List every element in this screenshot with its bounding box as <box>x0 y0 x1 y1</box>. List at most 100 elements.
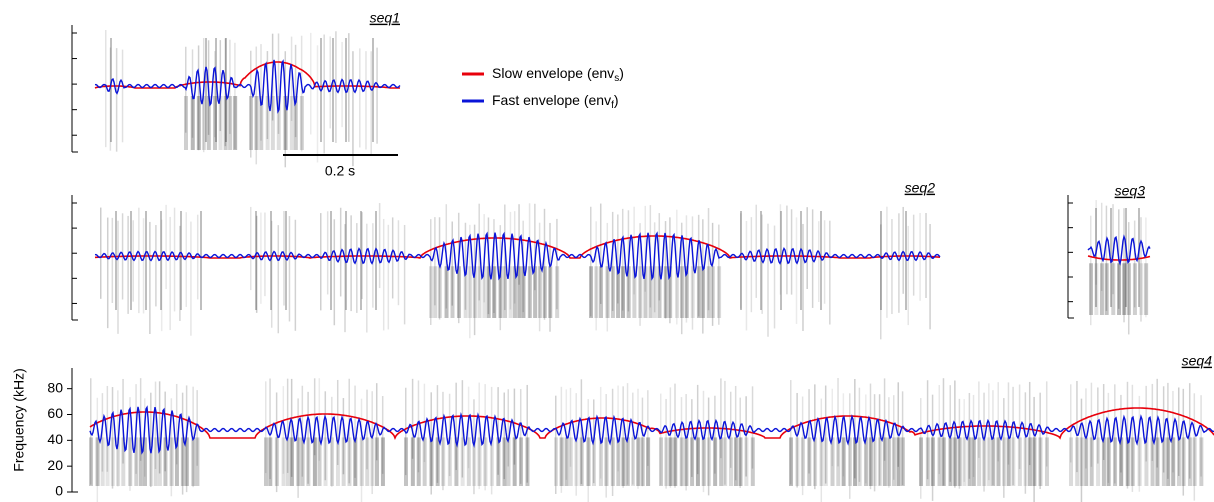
spectrogram-streak <box>837 378 839 467</box>
spectrogram-band <box>675 266 680 318</box>
spectrogram-band <box>527 266 532 318</box>
spectrogram-band <box>492 266 497 318</box>
spectrogram-band <box>1126 263 1131 315</box>
spectrogram-band <box>259 96 264 150</box>
spectrogram-streak <box>360 398 363 502</box>
spectrogram-band <box>153 437 158 486</box>
spectrogram-band <box>468 266 473 318</box>
spectrogram-band <box>1084 437 1089 486</box>
spectrogram-click <box>255 211 257 310</box>
spectrogram-band <box>506 437 511 486</box>
spectrogram-band <box>991 437 996 486</box>
spectrogram-band <box>648 266 653 318</box>
spectrogram-streak <box>555 395 557 494</box>
spectrogram-band <box>508 266 513 318</box>
spectrogram-streak <box>1003 398 1005 498</box>
spectrogram-streak <box>138 207 140 314</box>
spectrogram-band <box>1044 437 1049 486</box>
slow-envelope <box>89 407 1214 441</box>
spectrogram-band <box>1181 437 1186 486</box>
spectrogram-band <box>521 266 526 318</box>
spectrogram-band <box>652 266 657 318</box>
spectrogram-streak <box>417 380 420 473</box>
spectrogram-streak <box>175 383 178 465</box>
spectrogram-streak <box>891 219 893 315</box>
spectrogram-band <box>872 437 877 486</box>
spectrogram-band <box>312 437 317 486</box>
spectrogram-streak <box>1138 395 1141 492</box>
spectrogram-band <box>877 437 882 486</box>
spectrogram-streak <box>590 206 592 317</box>
spectrogram-streak <box>626 383 629 485</box>
spectrogram-band <box>149 437 154 486</box>
spectrogram-streak <box>1090 215 1092 326</box>
spectrogram-streak <box>724 380 726 485</box>
spectrogram-streak <box>702 390 705 493</box>
spectrogram-band <box>659 437 663 486</box>
spectrogram-streak <box>587 399 589 502</box>
spectrogram-band <box>750 437 755 486</box>
spectrogram-band <box>486 266 491 318</box>
panel-label: seq3 <box>1115 183 1146 199</box>
spectrogram-streak <box>1095 200 1097 285</box>
spectrogram-streak <box>697 214 700 317</box>
spectrogram-band <box>444 266 449 318</box>
spectrogram-streak <box>464 222 467 310</box>
spectrogram-band <box>848 437 853 486</box>
spectrogram-band <box>276 96 281 150</box>
spectrogram-band <box>1137 437 1142 486</box>
spectrogram-streak <box>931 394 934 501</box>
axes: 0 20 40 60 80 <box>47 25 1074 499</box>
spectrogram-streak <box>801 396 804 496</box>
spectrogram-streak <box>580 379 583 484</box>
spectrogram-band <box>100 437 105 486</box>
spectrogram-streak <box>342 398 345 475</box>
spectrogram-streak <box>1140 217 1142 322</box>
spectrogram-streak <box>818 221 820 303</box>
spectrogram-streak <box>611 388 614 497</box>
spectrogram-band <box>184 437 189 486</box>
spectrogram-streak <box>644 205 646 292</box>
spectrogram-band <box>512 266 517 318</box>
spectrogram-band <box>987 437 992 486</box>
spectrogram-streak <box>165 204 167 290</box>
spectrogram-band <box>450 266 455 318</box>
spectrogram-streak <box>519 389 522 484</box>
spectrogram-band <box>853 437 858 486</box>
spectrogram-streak <box>1123 208 1125 323</box>
spectrogram-streak <box>528 203 531 319</box>
spectrogram-streak <box>880 224 882 340</box>
legend-subscript: s <box>614 73 619 84</box>
spectrogram-streak <box>1177 387 1180 476</box>
spectrogram-click <box>740 211 742 310</box>
spectrogram-streak <box>1012 386 1014 486</box>
spectrogram-streak <box>820 398 823 502</box>
spectrogram-band <box>574 437 579 486</box>
spectrogram-streak <box>100 207 102 299</box>
spectrogram-streak <box>897 382 900 467</box>
spectrogram-streak <box>755 204 757 298</box>
spectrogram-streak <box>1200 395 1202 477</box>
panel-label: seq2 <box>905 180 936 196</box>
spectrogram-streak <box>497 387 499 475</box>
spectrogram-band <box>293 96 298 150</box>
spectrogram-band <box>517 266 522 318</box>
spectrogram-streak <box>365 51 367 150</box>
spectrogram-streak <box>886 206 888 318</box>
spectrogram-streak <box>504 204 506 311</box>
spectrogram-streak <box>920 398 922 499</box>
spectrogram-band <box>335 437 340 486</box>
spectrogram-band <box>706 266 711 318</box>
spectrogram-band <box>1002 437 1007 486</box>
spectrogram-streak <box>926 380 929 480</box>
spectrogram-band <box>489 437 494 486</box>
spectrogram-band <box>1111 263 1116 315</box>
spectrogram-streak <box>331 396 333 487</box>
spectrogram-band <box>657 266 662 318</box>
spectrogram-streak <box>549 222 551 332</box>
spectrogram-band <box>663 266 668 318</box>
spectrogram-streak <box>316 45 319 163</box>
spectrogram-click <box>1125 208 1127 307</box>
spectrogram-band <box>134 437 139 486</box>
fast-envelope <box>1087 234 1151 266</box>
